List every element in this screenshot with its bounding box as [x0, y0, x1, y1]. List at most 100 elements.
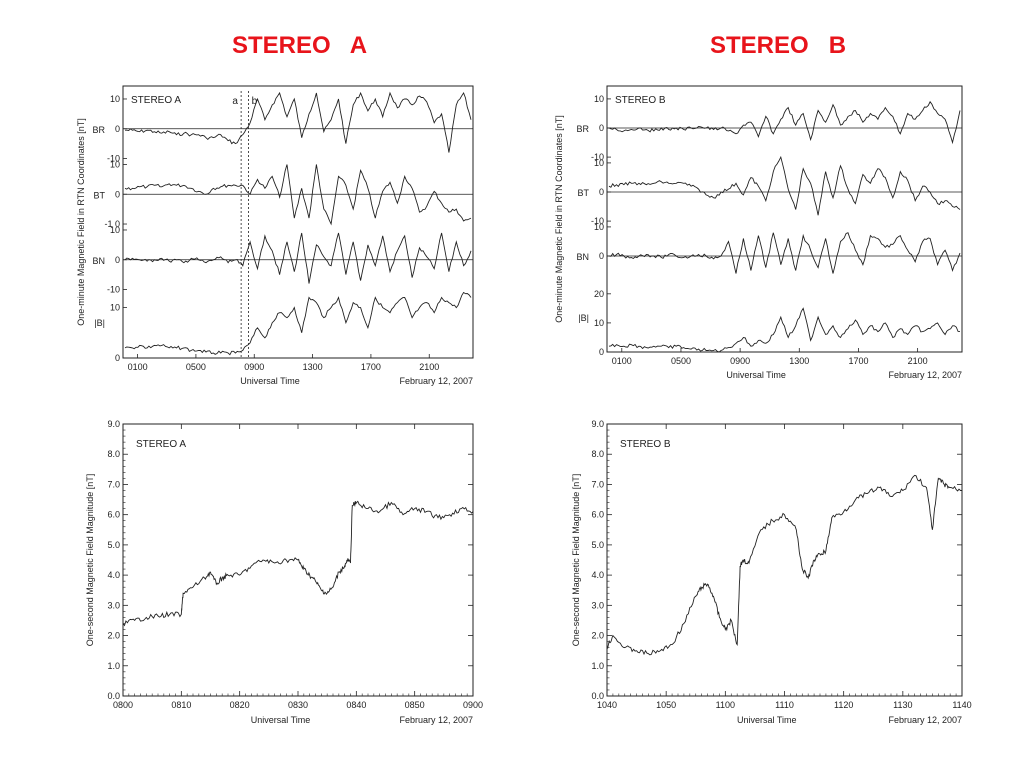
x-tick-label: 0500	[186, 362, 206, 372]
xlabel-b_rtn: Universal Time	[726, 370, 786, 380]
y-tick-label: 10	[594, 222, 604, 232]
ylabel-b_1s: One-second Magnetic Field Magnitude [nT]	[571, 474, 581, 647]
x-tick-label: 0900	[244, 362, 264, 372]
x-tick-label: 2100	[419, 362, 439, 372]
y-tick-label: 10	[594, 94, 604, 104]
y-tick-label: 2.0	[591, 631, 604, 641]
y-tick-label: 0	[599, 123, 604, 133]
marker-label-a: a	[232, 96, 238, 107]
x-tick-label: 0810	[171, 700, 191, 710]
xlabel-a_rtn: Universal Time	[240, 376, 300, 386]
xlabel-b_1s: Universal Time	[737, 715, 797, 725]
y-tick-label: 0.0	[107, 691, 120, 701]
frame-b_1s	[606, 423, 963, 697]
y-tick-label: 10	[594, 158, 604, 168]
ylabel-b_rtn: One-minute Magnetic Field in RTN Coordin…	[554, 115, 564, 322]
y-tick-label: 0	[115, 255, 120, 265]
y-tick-label: 0	[599, 251, 604, 261]
x-tick-label: 0500	[671, 356, 691, 366]
series-name: BT	[577, 188, 589, 198]
y-tick-label: 10	[110, 303, 120, 313]
x-tick-label: 0820	[230, 700, 250, 710]
y-tick-label: 0	[115, 353, 120, 363]
y-tick-label: 10	[110, 225, 120, 235]
y-tick-label: 6.0	[107, 510, 120, 520]
y-tick-label: 0	[599, 187, 604, 197]
x-tick-label: 1100	[716, 700, 735, 710]
y-tick-label: 2.0	[107, 631, 120, 641]
x-tick-label: 0900	[463, 700, 483, 710]
x-tick-label: 0830	[288, 700, 308, 710]
ylabel-a_1s: One-second Magnetic Field Magnitude [nT]	[85, 474, 95, 647]
y-tick-label: -1 0	[104, 219, 120, 229]
y-tick-label: 0.0	[591, 691, 604, 701]
x-tick-label: 1700	[361, 362, 381, 372]
y-tick-label: 8.0	[591, 449, 604, 459]
x-tick-label: 0900	[730, 356, 750, 366]
series-line-a_1s	[122, 500, 474, 627]
y-tick-label: 0	[115, 124, 120, 134]
frame-a_rtn	[122, 85, 474, 359]
y-tick-label: -10	[107, 154, 120, 164]
stereo-a-title: STEREO A	[232, 32, 368, 59]
y-tick-label: 4.0	[107, 570, 120, 580]
y-tick-label: 4.0	[591, 570, 604, 580]
xlabel-a_1s: Universal Time	[251, 715, 311, 725]
y-tick-label: -10	[591, 152, 604, 162]
y-tick-label: 1.0	[107, 661, 120, 671]
y-tick-label: -10	[591, 216, 604, 226]
x-tick-label: 1300	[303, 362, 323, 372]
series-line-a_rtn-BR	[125, 91, 472, 153]
panel-label-a_rtn: STEREO A	[131, 95, 181, 106]
series-line-a_rtn-BN	[124, 232, 472, 284]
x-tick-label: 1140	[952, 700, 971, 710]
y-tick-label: 6.0	[591, 510, 604, 520]
ylabel-a_rtn: One-minute Magnetic Field in RTN Coordin…	[76, 118, 86, 325]
series-line-b_rtn-BR	[608, 100, 961, 145]
x-tick-label: 0800	[113, 700, 133, 710]
series-line-b_rtn-BN	[608, 232, 961, 274]
y-tick-label: 7.0	[591, 479, 604, 489]
date-b_1s: February 12, 2007	[888, 715, 962, 725]
y-tick-label: 5.0	[591, 540, 604, 550]
y-tick-label: 9.0	[107, 419, 120, 429]
x-tick-label: 0100	[612, 356, 632, 366]
date-b_rtn: February 12, 2007	[888, 370, 962, 380]
series-line-b_rtn-BT	[608, 155, 961, 216]
stereo-b-title: STEREO B	[710, 32, 847, 59]
series-name: BN	[576, 252, 589, 262]
series-line-b_rtn-|B|	[608, 307, 961, 353]
series-name: BR	[576, 124, 589, 134]
x-tick-label: 1130	[893, 700, 912, 710]
series-name: BN	[92, 256, 105, 266]
y-tick-label: 3.0	[591, 600, 604, 610]
series-line-b_1s	[606, 474, 962, 656]
series-name: |B|	[578, 313, 589, 323]
y-tick-label: 0	[599, 347, 604, 357]
y-tick-label: 10	[594, 318, 604, 328]
y-tick-label: 10	[110, 159, 120, 169]
date-a_1s: February 12, 2007	[399, 715, 473, 725]
panel-label-b_1s: STEREO B	[620, 439, 671, 450]
series-name: BR	[92, 125, 105, 135]
date-a_rtn: February 12, 2007	[399, 376, 473, 386]
x-tick-label: 1110	[775, 700, 794, 710]
x-tick-label: 0850	[405, 700, 425, 710]
y-tick-label: 7.0	[107, 479, 120, 489]
x-tick-label: 1040	[597, 700, 617, 710]
y-tick-label: 3.0	[107, 600, 120, 610]
y-tick-label: -10	[107, 285, 120, 295]
panel-label-b_rtn: STEREO B	[615, 95, 666, 106]
x-tick-label: 2100	[908, 356, 928, 366]
y-tick-label: 20	[594, 289, 604, 299]
x-tick-label: 1700	[848, 356, 868, 366]
series-name: |B|	[94, 318, 105, 328]
x-tick-label: 1050	[656, 700, 676, 710]
x-tick-label: 1300	[789, 356, 809, 366]
y-tick-label: 5.0	[107, 540, 120, 550]
marker-label-b: b	[252, 96, 258, 107]
x-tick-label: 1120	[834, 700, 853, 710]
y-tick-label: 8.0	[107, 449, 120, 459]
series-name: BT	[93, 190, 105, 200]
